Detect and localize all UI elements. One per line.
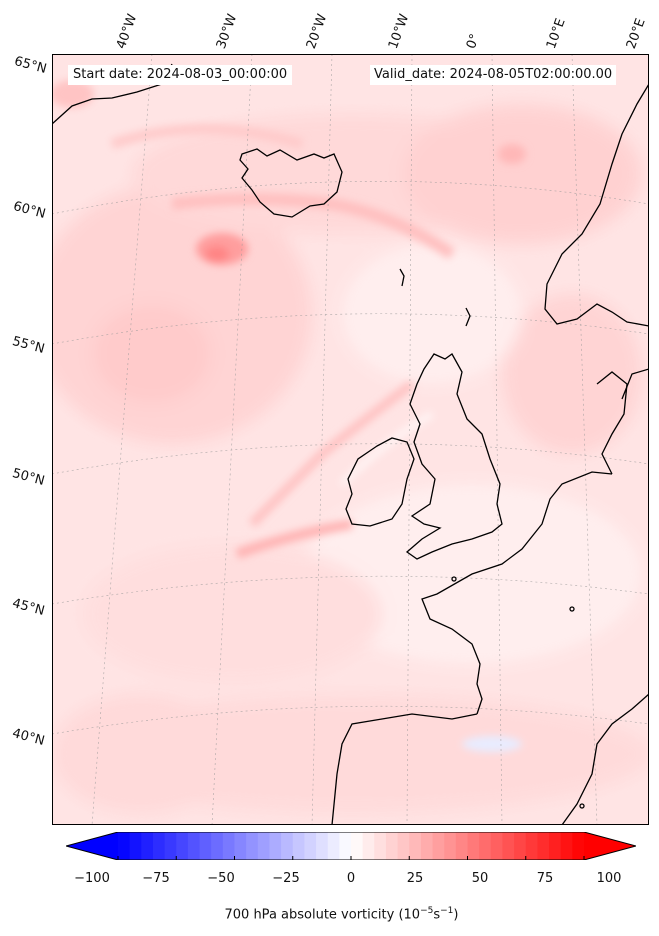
colorbar-level	[141, 832, 154, 860]
colorbar-title-text: 700 hPa absolute vorticity	[224, 907, 395, 923]
colorbar-level	[257, 832, 271, 860]
colorbar-level	[479, 832, 492, 860]
ireland-coast	[345, 437, 415, 527]
colorbar-level	[351, 832, 364, 860]
colorbar-level	[234, 832, 247, 860]
colorbar-tick-label: −50	[207, 871, 235, 886]
colorbar-tick-label: −75	[142, 871, 170, 886]
map-canvas	[52, 54, 649, 825]
lon-label-0: 0°	[463, 31, 484, 51]
colorbar-high-extension	[584, 832, 636, 860]
colorbar-title: 700 hPa absolute vorticity (10−5s−1)	[0, 906, 659, 922]
colorbar-level	[211, 832, 224, 860]
norway-coast	[544, 83, 649, 327]
colorbar-level	[187, 832, 201, 860]
colorbar-level	[514, 832, 527, 860]
colorbar-tick-label: 25	[406, 871, 424, 886]
lat-label-60n: 60°N	[11, 199, 48, 222]
colorbar-level	[316, 832, 329, 860]
graticule	[52, 54, 649, 825]
colorbar-title-units: (10	[398, 907, 421, 923]
colorbar-level	[327, 832, 340, 860]
europe-coast	[421, 471, 613, 715]
colorbar-level	[269, 832, 282, 860]
colorbar-level	[281, 832, 294, 860]
colorbar-level	[129, 832, 142, 860]
colorbar-level	[560, 832, 573, 860]
lon-label-10w: 10°W	[385, 12, 413, 51]
colorbar-title-exp2: −1	[440, 906, 454, 916]
colorbar-levels	[118, 832, 585, 860]
colorbar-tick-label: 100	[596, 871, 622, 886]
colorbar-level	[385, 832, 399, 860]
colorbar-title-exp1: −5	[420, 906, 434, 916]
colorbar-level	[537, 832, 550, 860]
colorbar-level	[222, 832, 236, 860]
colorbar-level	[118, 832, 131, 860]
colorbar-level	[304, 832, 317, 860]
colorbar-level	[409, 832, 422, 860]
colorbar-level	[176, 832, 189, 860]
colorbar-level	[467, 832, 480, 860]
colorbar-level	[164, 832, 177, 860]
colorbar-level	[339, 832, 352, 860]
colorbar	[66, 832, 636, 860]
colorbar-level	[432, 832, 445, 860]
lon-label-30w: 30°W	[213, 12, 241, 51]
colorbar-level	[246, 832, 259, 860]
vorticity-field	[52, 54, 649, 825]
lon-label-20w: 20°W	[303, 12, 331, 51]
colorbar-tick-label: 50	[471, 871, 489, 886]
colorbar-level	[362, 832, 375, 860]
colorbar-level	[292, 832, 305, 860]
colorbar-title-close: )	[453, 907, 459, 923]
colorbar-level	[502, 832, 515, 860]
colorbar-level	[525, 832, 538, 860]
colorbar-tick-label: 0	[346, 871, 356, 886]
valid-date-label: Valid_date: 2024-08-05T02:00:00.00	[370, 65, 617, 85]
lon-label-40w: 40°W	[113, 12, 141, 51]
lat-label-50n: 50°N	[10, 466, 47, 489]
colorbar-tick-label: −100	[74, 871, 110, 886]
colorbar-level	[152, 832, 166, 860]
colorbar-level	[490, 832, 504, 860]
colorbar-level	[549, 832, 562, 860]
lon-label-20e: 20°E	[623, 16, 649, 51]
colorbar-level	[455, 832, 469, 860]
colorbar-title-mid: s	[433, 907, 441, 923]
vorticity-map	[52, 54, 649, 825]
lat-label-55n: 55°N	[10, 334, 47, 357]
colorbar-level	[420, 832, 434, 860]
start-date-label: Start date: 2024-08-03_00:00:00	[68, 65, 293, 85]
lat-label-65n: 65°N	[12, 54, 49, 77]
lat-label-45n: 45°N	[10, 596, 47, 619]
colorbar-level	[444, 832, 457, 860]
colorbar-level	[199, 832, 212, 860]
colorbar-level	[397, 832, 410, 860]
great-britain-coast	[405, 353, 503, 560]
colorbar-low-extension	[66, 832, 118, 860]
lon-label-10e: 10°E	[543, 16, 569, 51]
colorbar-level	[374, 832, 387, 860]
colorbar-level	[572, 832, 585, 860]
iberia-coast	[331, 713, 478, 825]
colorbar-tick-label: −25	[272, 871, 300, 886]
lat-label-40n: 40°N	[10, 726, 47, 749]
iceland-coast	[239, 148, 343, 218]
colorbar-tick-label: 75	[536, 871, 554, 886]
